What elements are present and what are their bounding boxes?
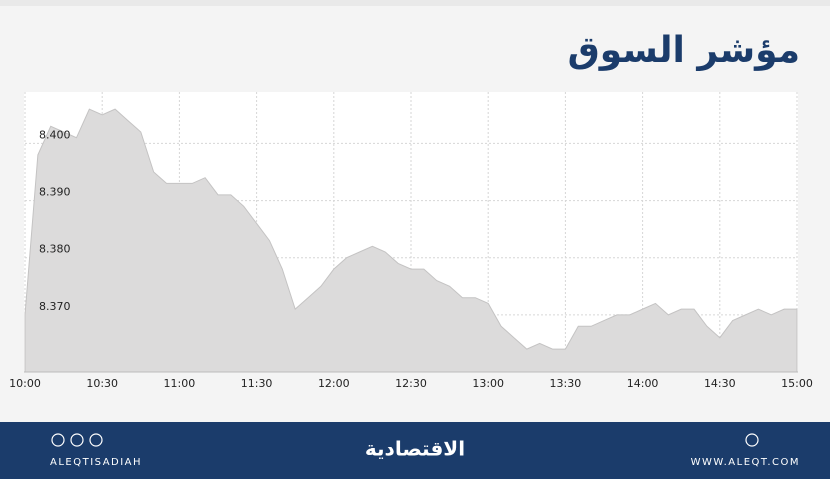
- x-tick-label: 11:30: [241, 377, 273, 390]
- footer-handle: ALEQTISADIAH: [50, 457, 142, 468]
- x-tick-label: 15:00: [781, 377, 813, 390]
- x-tick-label: 10:00: [9, 377, 41, 390]
- y-tick-label: 8.380: [39, 243, 71, 256]
- chart-title: مؤشر السوق: [568, 30, 800, 71]
- social-icons: [51, 433, 759, 447]
- footer: [0, 422, 830, 479]
- area: [24, 108, 798, 373]
- y-tick-label: 8.390: [39, 186, 71, 199]
- x-tick-label: 12:00: [318, 377, 350, 390]
- x-tick-label: 14:30: [704, 377, 736, 390]
- x-tick-label: 12:30: [395, 377, 427, 390]
- footer-brand: الاقتصادية: [365, 437, 465, 461]
- x-tick-label: 14:00: [627, 377, 659, 390]
- y-tick-label: 8.400: [39, 128, 71, 141]
- x-tick-label: 13:30: [550, 377, 582, 390]
- x-tick-label: 11:00: [164, 377, 196, 390]
- x-tick-label: 13:00: [472, 377, 504, 390]
- footer-site: WWW.ALEQT.COM: [691, 457, 800, 468]
- x-tick-label: 10:30: [86, 377, 118, 390]
- y-tick-label: 8.370: [39, 300, 71, 313]
- top-strip: [0, 0, 830, 6]
